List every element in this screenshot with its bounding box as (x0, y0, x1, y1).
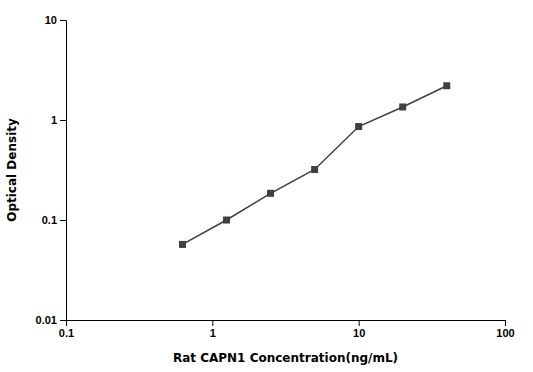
y-tick: 1 (51, 114, 66, 126)
y-tick-label: 0.1 (42, 214, 57, 226)
point (267, 190, 274, 197)
y-tick: 0.01 (36, 314, 66, 326)
line (182, 86, 446, 245)
x-axis: 0.1 1 10 100 (59, 320, 515, 339)
series (179, 82, 450, 248)
y-axis-line (60, 21, 67, 321)
y-tick-mark (60, 320, 66, 321)
point (311, 166, 318, 173)
plot-area: 0.11101000.010.1110 (36, 14, 515, 339)
y-axis: 0.01 0.1 1 10 (36, 14, 67, 326)
x-axis-line (67, 321, 506, 327)
y-tick: 0.1 (42, 214, 66, 226)
y-tick-label: 10 (45, 14, 57, 26)
x-tick: 1 (210, 320, 216, 339)
x-tick-label: 0.1 (59, 327, 74, 339)
x-tick-mark (212, 320, 213, 326)
y-tick-mark (60, 220, 66, 221)
x-tick: 0.1 (59, 320, 74, 339)
point (399, 103, 406, 110)
x-tick-mark (359, 320, 360, 326)
point (223, 217, 230, 224)
x-axis-title: Rat CAPN1 Concentration(ng/mL) (173, 351, 398, 365)
x-tick-label: 10 (353, 327, 365, 339)
x-tick-mark (505, 320, 506, 326)
y-tick-label: 0.01 (36, 314, 57, 326)
x-tick-label: 1 (210, 327, 216, 339)
point (355, 123, 362, 130)
x-tick: 10 (353, 320, 365, 339)
y-tick: 10 (45, 14, 66, 26)
x-tick: 100 (496, 320, 514, 339)
point (179, 241, 186, 248)
y-tick-mark (60, 120, 66, 121)
point (443, 82, 450, 89)
chart: 0.11101000.010.1110Rat CAPN1 Concentrati… (0, 0, 533, 372)
y-tick-mark (60, 20, 66, 21)
y-axis-title: Optical Density (5, 118, 19, 222)
y-tick-label: 1 (51, 114, 57, 126)
x-tick-label: 100 (496, 327, 514, 339)
